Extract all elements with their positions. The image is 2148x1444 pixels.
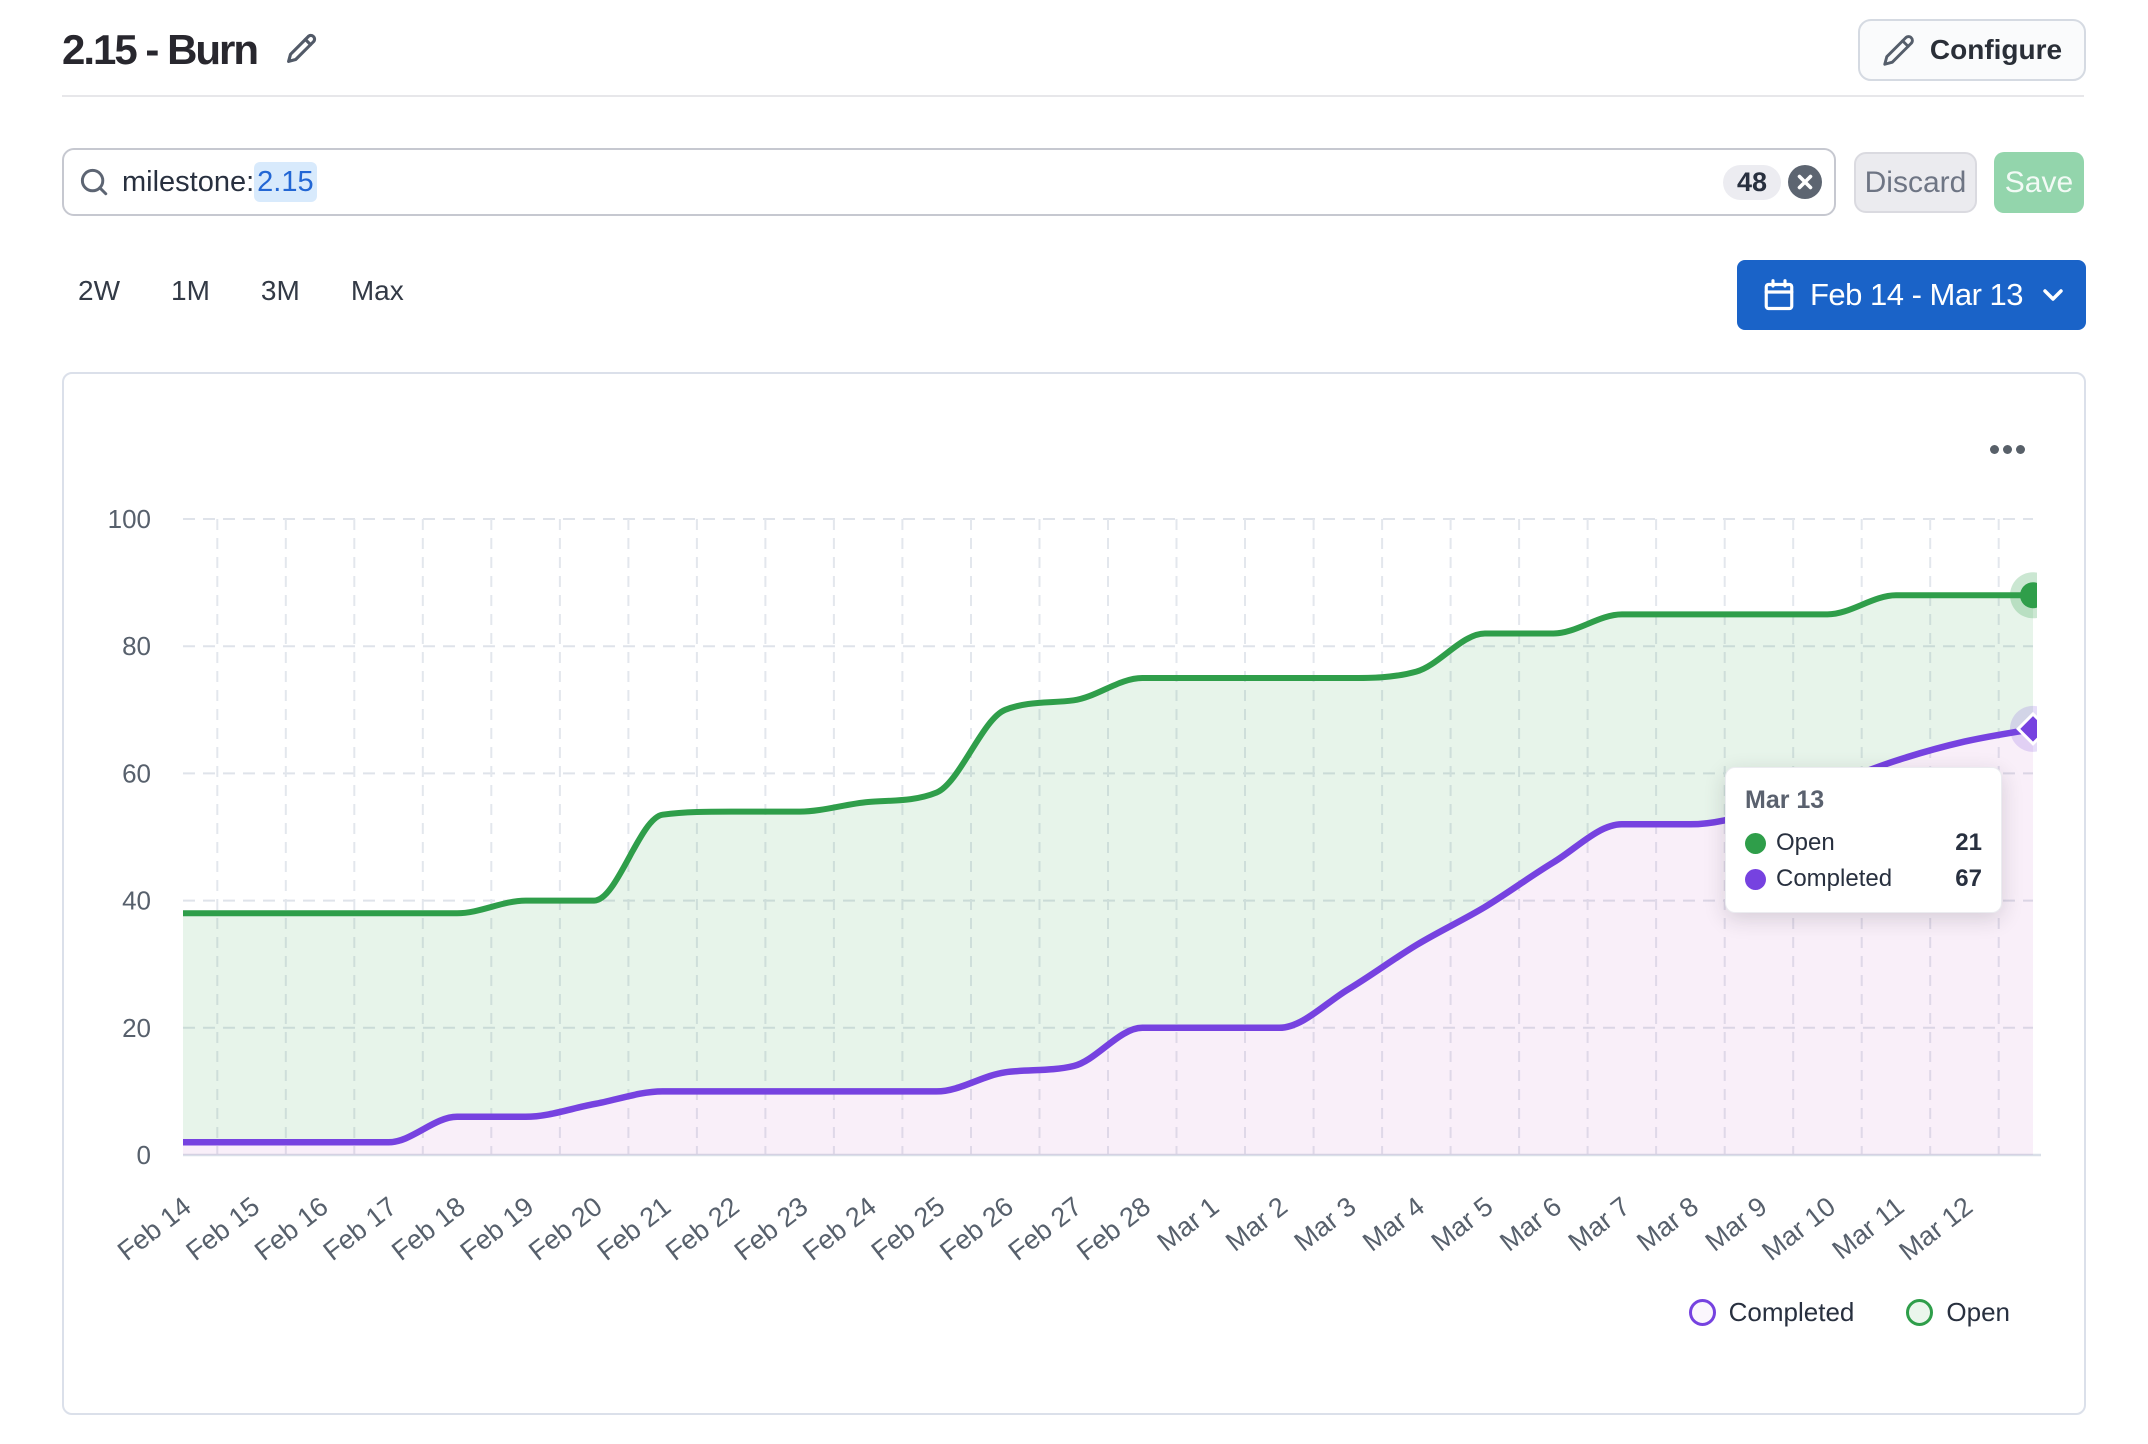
svg-text:Mar 3: Mar 3: [1289, 1191, 1362, 1257]
svg-text:0: 0: [137, 1140, 151, 1170]
svg-text:Feb 22: Feb 22: [660, 1191, 745, 1266]
svg-text:Feb 27: Feb 27: [1003, 1191, 1088, 1266]
svg-text:Mar 11: Mar 11: [1827, 1191, 1910, 1265]
svg-text:Feb 20: Feb 20: [523, 1191, 608, 1266]
svg-text:Mar 6: Mar 6: [1494, 1191, 1567, 1257]
svg-text:Feb 19: Feb 19: [455, 1191, 540, 1266]
svg-text:20: 20: [122, 1013, 151, 1043]
svg-text:Mar 2: Mar 2: [1220, 1191, 1293, 1257]
svg-text:Feb 15: Feb 15: [180, 1191, 265, 1266]
svg-text:Mar 5: Mar 5: [1426, 1191, 1499, 1257]
svg-text:Feb 21: Feb 21: [592, 1191, 677, 1266]
svg-text:Mar 4: Mar 4: [1357, 1191, 1430, 1257]
svg-text:40: 40: [122, 886, 151, 916]
svg-text:Feb 24: Feb 24: [797, 1191, 882, 1266]
svg-text:80: 80: [122, 631, 151, 661]
svg-text:Feb 17: Feb 17: [318, 1191, 403, 1266]
svg-text:Mar 8: Mar 8: [1631, 1191, 1704, 1257]
svg-text:Feb 14: Feb 14: [112, 1191, 197, 1266]
svg-text:Mar 12: Mar 12: [1893, 1191, 1978, 1266]
svg-text:Feb 28: Feb 28: [1071, 1191, 1156, 1266]
svg-text:60: 60: [122, 758, 151, 788]
svg-text:Mar 10: Mar 10: [1756, 1191, 1841, 1266]
svg-text:Feb 16: Feb 16: [249, 1191, 334, 1266]
svg-text:100: 100: [108, 504, 151, 534]
svg-text:Feb 26: Feb 26: [934, 1191, 1019, 1266]
svg-text:Feb 25: Feb 25: [866, 1191, 951, 1266]
svg-text:Feb 18: Feb 18: [386, 1191, 471, 1266]
svg-text:Feb 23: Feb 23: [729, 1191, 814, 1266]
svg-text:Mar 1: Mar 1: [1152, 1191, 1225, 1257]
svg-text:Mar 7: Mar 7: [1563, 1191, 1636, 1257]
